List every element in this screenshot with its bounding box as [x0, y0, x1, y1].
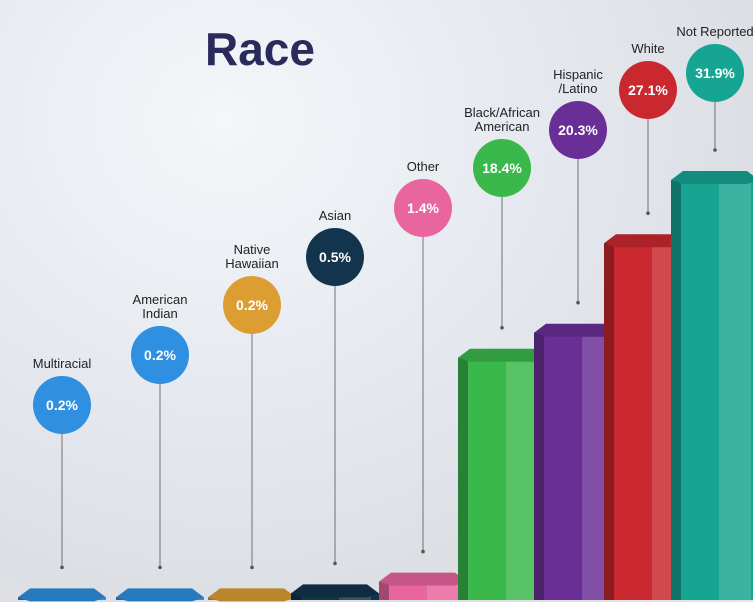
category-label: Other: [383, 160, 463, 174]
bar-face: [719, 180, 751, 600]
value-label: 18.4%: [473, 139, 531, 197]
value-label: 31.9%: [686, 44, 744, 102]
category-label: Native Hawaiian: [212, 243, 292, 271]
bar-top: [208, 588, 296, 601]
bar-face: [604, 243, 614, 600]
bar-top: [18, 588, 106, 601]
bar-top: [458, 349, 546, 362]
value-label: 20.3%: [549, 101, 607, 159]
value-label: 0.2%: [33, 376, 91, 434]
bar-face: [534, 333, 544, 600]
category-label: Black/African American: [447, 106, 557, 134]
pointer-dot: [60, 566, 64, 570]
category-label: White: [608, 42, 688, 56]
bar-top: [291, 584, 379, 597]
bar-face: [671, 180, 681, 600]
pointer-dot: [333, 562, 337, 566]
category-label: Asian: [295, 209, 375, 223]
category-label: American Indian: [120, 293, 200, 321]
infographic: Race 0.2% Multiracial 0.2% American Indian 0…: [0, 0, 753, 602]
value-label: 27.1%: [619, 61, 677, 119]
value-label: 0.5%: [306, 228, 364, 286]
category-label: Not Reported: [675, 25, 753, 39]
pointer-dot: [158, 566, 162, 570]
value-label: 0.2%: [223, 276, 281, 334]
bar-top: [116, 588, 204, 601]
pointer-dot: [500, 326, 504, 330]
pointer-dot: [713, 148, 717, 152]
pointer-dot: [250, 566, 254, 570]
category-label: Multiracial: [22, 357, 102, 371]
bar-face: [458, 358, 468, 600]
bar-top: [379, 573, 467, 586]
category-label: Hispanic /Latino: [538, 68, 618, 96]
pointer-dot: [421, 550, 425, 554]
bar-face: [506, 358, 538, 600]
pointer-dot: [576, 301, 580, 305]
chart-title: Race: [205, 22, 315, 76]
pointer-dot: [646, 211, 650, 215]
value-label: 1.4%: [394, 179, 452, 237]
bar-top: [671, 171, 753, 184]
value-label: 0.2%: [131, 326, 189, 384]
